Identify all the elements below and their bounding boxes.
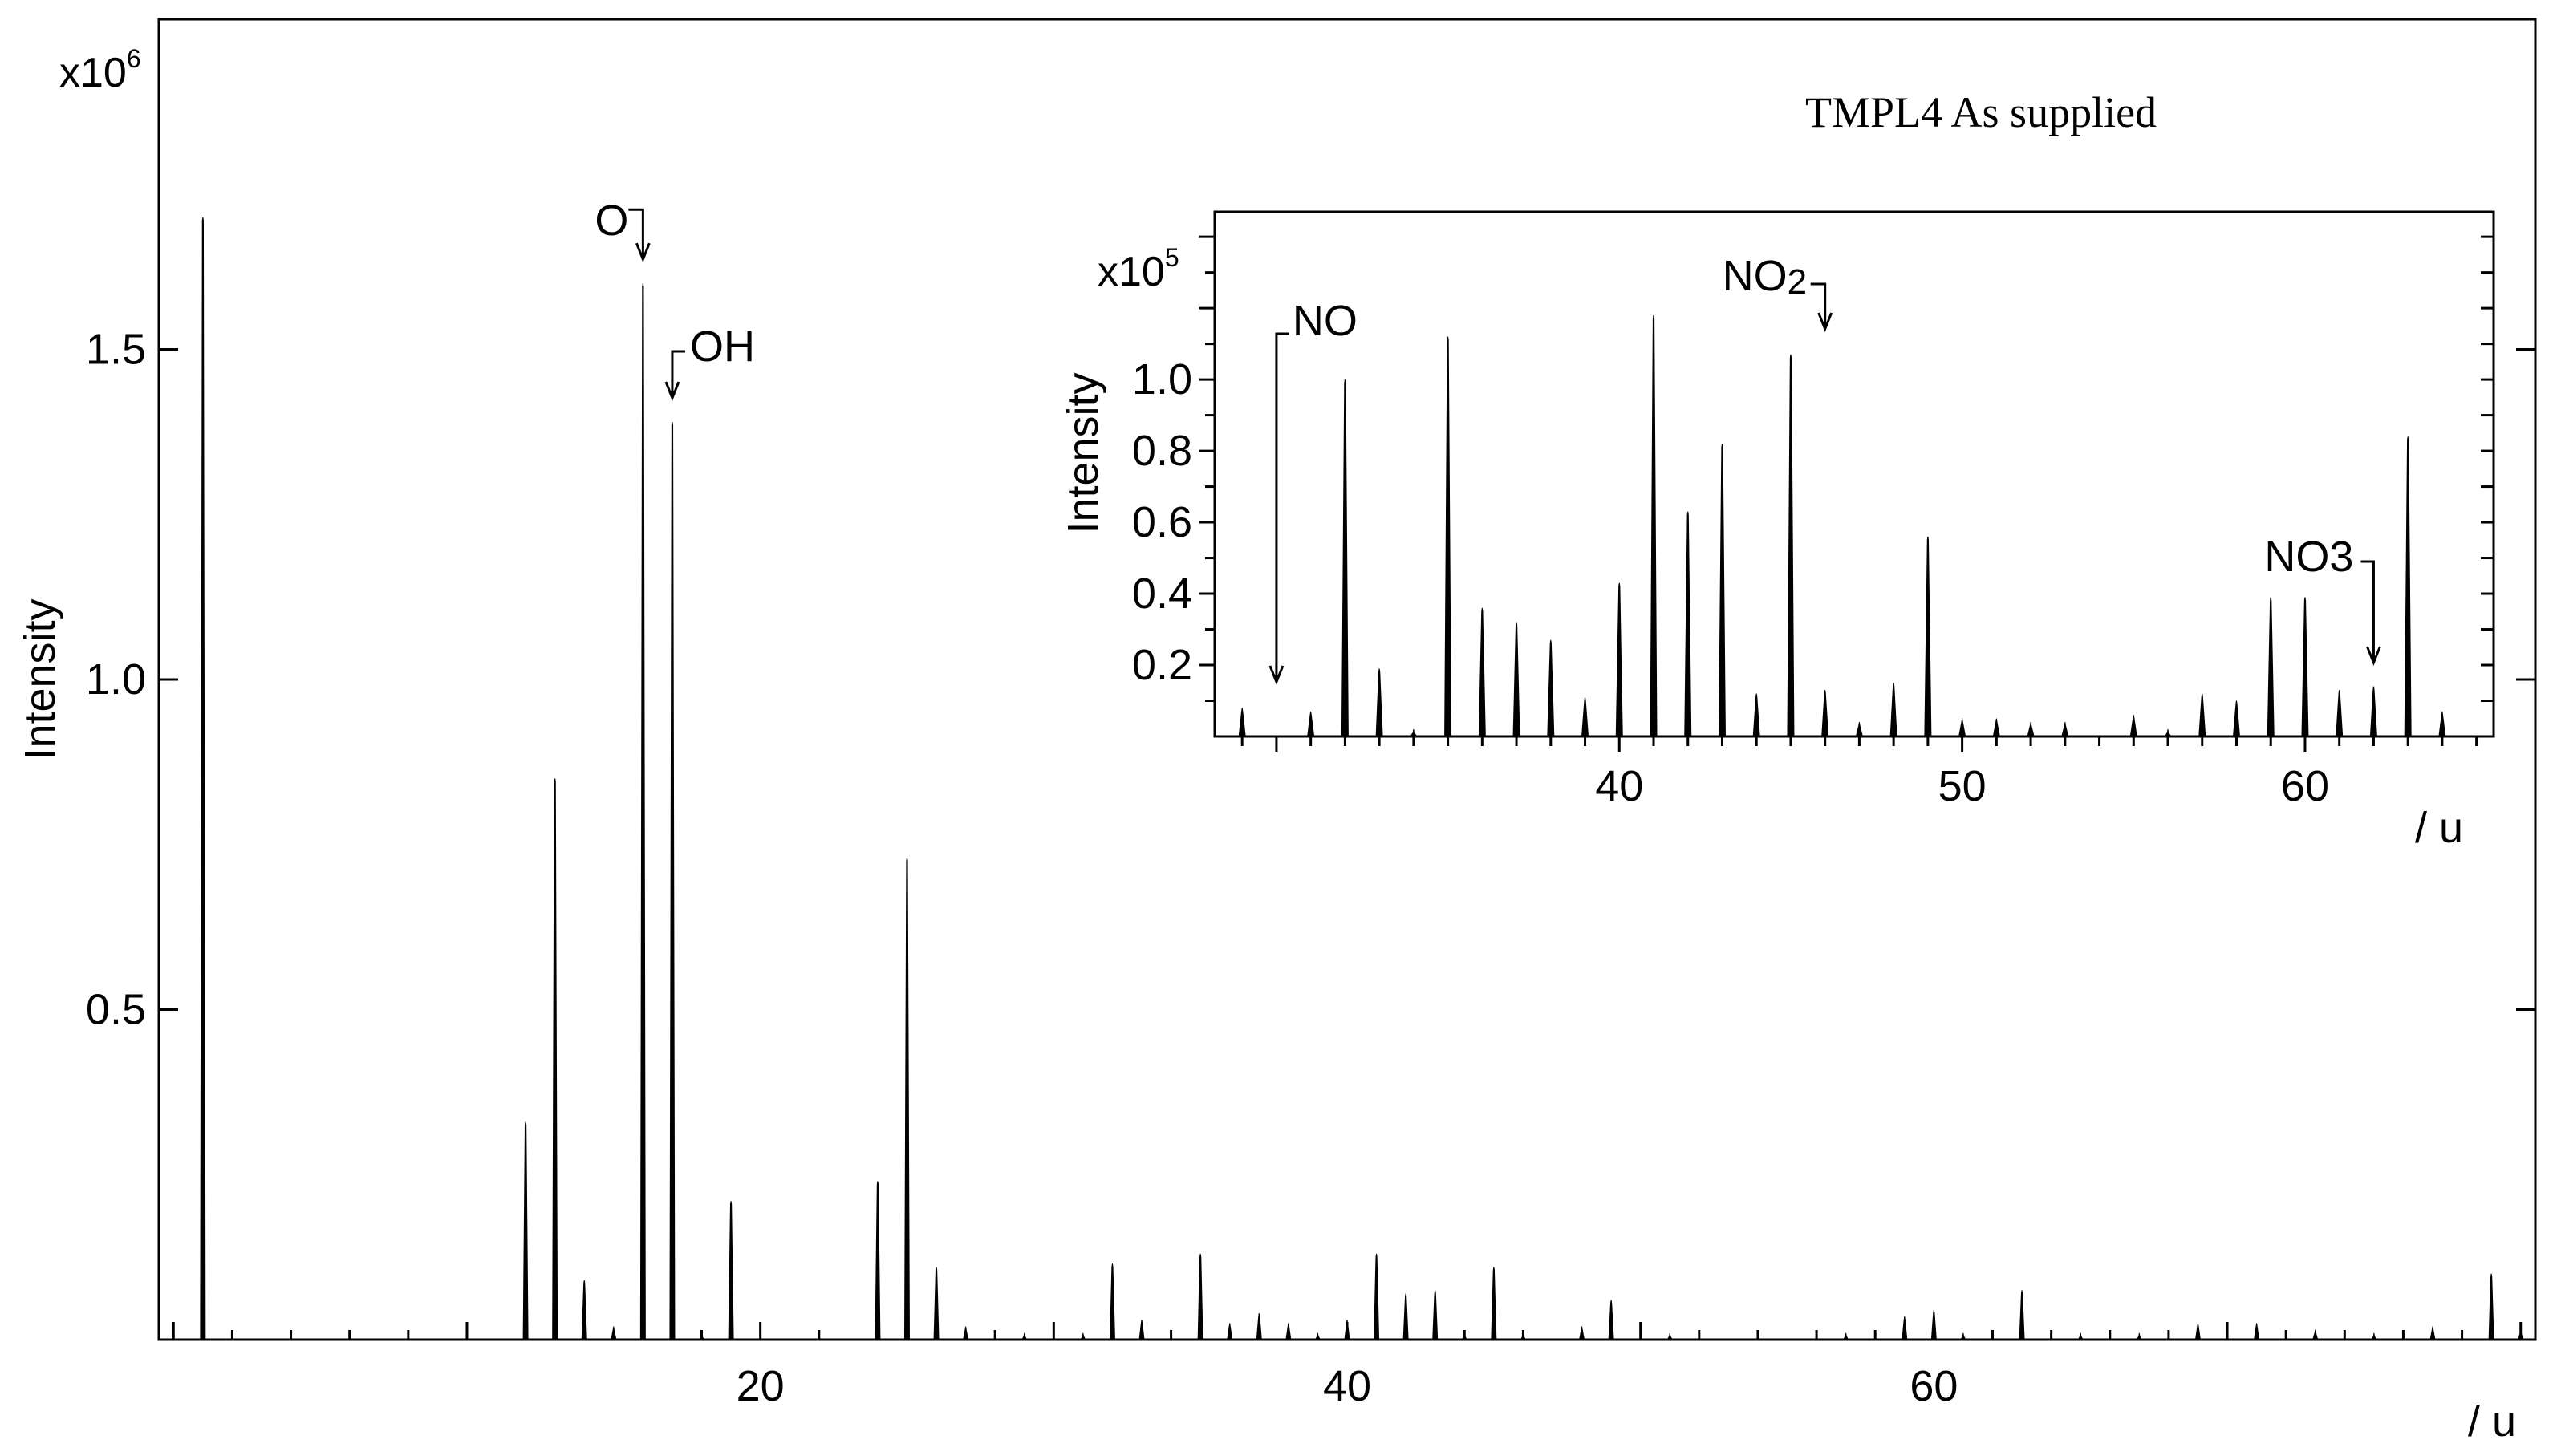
main-peak	[1432, 1290, 1439, 1340]
main-peak	[669, 421, 676, 1340]
inset-y-tick-label: 0.6	[1132, 498, 1192, 546]
inset-x-tick-label: 60	[2281, 762, 2329, 810]
main-peak	[1960, 1332, 1966, 1340]
inset-series	[1238, 314, 2446, 737]
annotation-label: NO	[1293, 297, 1358, 345]
main-series	[200, 217, 2524, 1340]
main-x-axis-label: / u	[2468, 1397, 2516, 1446]
main-y-tick-label: 1.0	[86, 655, 146, 704]
annotation-label: OH	[690, 322, 755, 371]
annotation-arrow-head	[635, 242, 651, 263]
main-peak	[611, 1326, 617, 1340]
main-peak	[2136, 1332, 2143, 1340]
main-peak	[933, 1267, 940, 1340]
main-x-tick-label: 20	[737, 1362, 785, 1410]
inset-y-multiplier: x105	[1098, 243, 1179, 295]
inset-background	[1215, 212, 2494, 736]
main-peak	[728, 1201, 734, 1340]
main-peak	[1666, 1332, 1674, 1340]
main-x-tick-label: 40	[1323, 1362, 1371, 1410]
main-y-tick-label: 0.5	[86, 986, 146, 1034]
annotation-arrow	[2360, 560, 2375, 659]
main-peak	[2194, 1323, 2202, 1340]
inset-x-axis-label: / u	[2415, 804, 2463, 852]
main-peak	[1227, 1323, 1233, 1340]
annotation-arrow	[1810, 282, 1827, 327]
inset-y-tick-label: 0.8	[1132, 427, 1192, 475]
main-x-tick-label: 60	[1910, 1362, 1958, 1410]
main-peak	[1608, 1300, 1614, 1340]
main-peak	[2429, 1326, 2436, 1340]
annotation-arrow	[628, 208, 644, 258]
main-peak	[2371, 1332, 2377, 1340]
inset-y-tick-label: 0.2	[1132, 641, 1192, 689]
main-peak	[698, 1332, 705, 1340]
main-peak	[1314, 1332, 1321, 1340]
main-peak	[1256, 1313, 1262, 1340]
annotation-arrow	[1275, 332, 1289, 679]
main-peak	[639, 283, 646, 1340]
annotation-label: O	[595, 197, 628, 245]
main-peak	[1578, 1326, 1585, 1340]
annotation-label: NO3	[2264, 533, 2353, 581]
main-peak	[200, 217, 206, 1340]
main-peak	[1285, 1323, 1292, 1340]
inset-y-tick-label: 0.4	[1132, 570, 1192, 618]
inset-y-tick-label: 1.0	[1132, 355, 1192, 404]
annotation-arrow-head	[664, 381, 680, 402]
main-y-multiplier: x106	[59, 44, 141, 96]
inset-x-tick-label: 50	[1938, 762, 1987, 810]
main-peak	[1344, 1320, 1350, 1340]
main-peak	[1402, 1293, 1409, 1340]
main-peak	[2254, 1323, 2260, 1340]
main-peak	[875, 1181, 881, 1340]
main-peak	[552, 778, 558, 1340]
main-peak	[1374, 1253, 1380, 1340]
main-peak	[1461, 1332, 1468, 1340]
main-peak	[903, 858, 910, 1340]
main-peak	[1842, 1332, 1849, 1340]
inset-x-tick-label: 40	[1595, 762, 1643, 810]
main-peak	[2077, 1332, 2084, 1340]
main-peak	[2019, 1290, 2025, 1340]
main-peak	[2312, 1329, 2319, 1340]
main-peak	[1814, 1336, 1820, 1340]
annotation-arrow-head	[1268, 665, 1285, 686]
annotation-arrow	[671, 350, 685, 397]
main-peak	[1197, 1253, 1203, 1340]
main-peak	[1138, 1320, 1145, 1340]
inset-plot-frame	[1213, 210, 2495, 738]
main-peak	[1021, 1332, 1028, 1340]
main-peak-annotations: O OH	[595, 197, 755, 402]
annotation-arrow-head	[2366, 646, 2381, 667]
annotation-arrow-head	[1817, 312, 1833, 333]
main-peak	[522, 1121, 529, 1340]
main-peak	[963, 1326, 969, 1340]
chart-title: TMPL4 As supplied	[1805, 88, 2157, 136]
main-peak	[1109, 1263, 1115, 1340]
main-peak	[581, 1280, 587, 1340]
main-peak	[1520, 1332, 1527, 1340]
main-peak	[2518, 1329, 2524, 1340]
main-y-axis-label: Intensity	[16, 598, 64, 760]
main-peak	[2488, 1273, 2494, 1340]
main-y-tick-label: 1.5	[86, 326, 146, 374]
main-peak	[1902, 1316, 1908, 1340]
inset-axis-ticks: 40 50 60 0.2 0.4 0.6 0.8 1.0	[1132, 235, 2494, 810]
main-peak	[1491, 1267, 1497, 1340]
main-peak	[1080, 1332, 1086, 1340]
main-peak	[1051, 1336, 1057, 1340]
main-peak	[1930, 1309, 1937, 1340]
inset-y-axis-label: Intensity	[1059, 372, 1107, 533]
